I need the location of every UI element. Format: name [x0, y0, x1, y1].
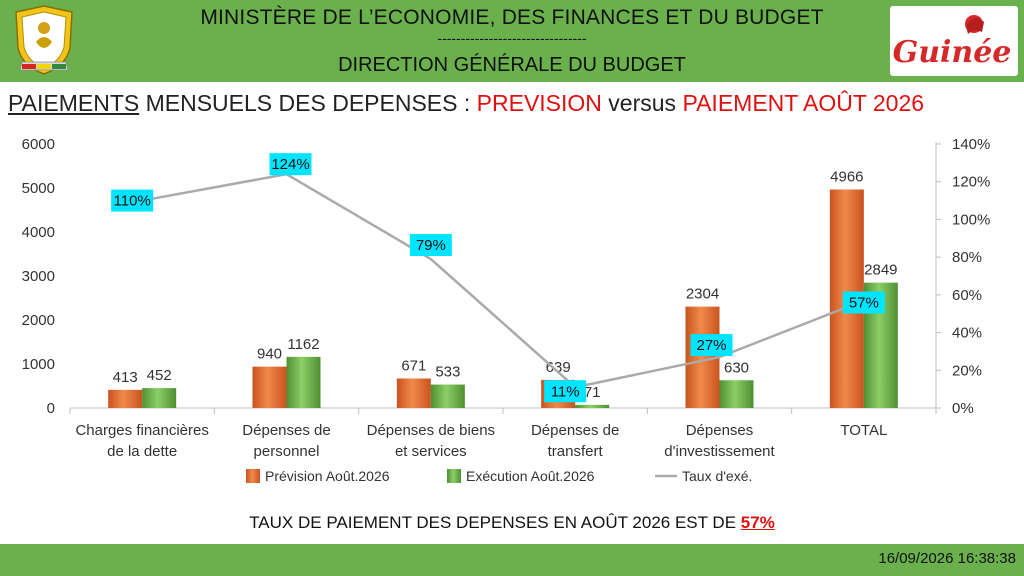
category-label: personnel [254, 443, 320, 460]
guinee-logo-icon: Guinée [893, 15, 1012, 70]
y-left-tick-label: 3000 [22, 268, 55, 285]
y-right-tick-label: 40% [952, 325, 982, 342]
payment-rate-message: TAUX DE PAIEMENT DES DEPENSES EN AOÛT 20… [0, 513, 1024, 533]
rate-label: 110% [114, 193, 151, 210]
y-right-tick-label: 80% [952, 249, 982, 266]
bar-execution [719, 380, 754, 408]
legend-rate-label: Taux d'exé. [682, 468, 752, 484]
rate-label: 79% [416, 237, 446, 254]
direction-title: DIRECTION GÉNÉRALE DU BUDGET [338, 54, 686, 76]
category-label: TOTAL [840, 422, 887, 439]
y-left-tick-label: 6000 [22, 136, 55, 153]
bar-execution [286, 356, 321, 408]
guinee-logo-text: Guinée [893, 35, 1012, 70]
bar-value-label: 639 [546, 359, 571, 376]
bar-value-label: 413 [113, 369, 138, 386]
title-part-payments: PAIEMENTS [8, 90, 140, 116]
bar-value-label: 452 [147, 367, 172, 384]
rate-label-box [690, 334, 733, 357]
bar-value-label: 71 [584, 384, 601, 401]
y-right-tick-label: 20% [952, 362, 982, 379]
bar-prevision [108, 389, 143, 408]
category-label: transfert [548, 443, 604, 460]
category-label: Dépenses [686, 422, 754, 439]
bar-value-label: 940 [257, 346, 282, 363]
bar-value-label: 2849 [864, 262, 897, 279]
ministry-title: MINISTÈRE DE L’ECONOMIE, DES FINANCES ET… [200, 6, 824, 29]
bar-value-label: 533 [435, 364, 460, 381]
title-part-payment-month: PAIEMENT AOÛT 2026 [682, 90, 925, 116]
legend-prevision-swatch [246, 469, 260, 483]
payment-rate-value: 57% [740, 513, 775, 532]
rate-label: 57% [849, 295, 879, 312]
title-part-monthly: MENSUELS DES DEPENSES : [139, 90, 477, 116]
legend-execution-label: Exécution Août.2026 [466, 468, 595, 484]
bar-execution [430, 384, 465, 408]
y-right-tick-label: 0% [952, 400, 974, 417]
bar-execution [575, 404, 610, 408]
category-label: Dépenses de [242, 422, 330, 439]
national-emblem-icon [15, 5, 73, 75]
y-left-tick-label: 0 [47, 400, 55, 417]
y-left-tick-label: 4000 [22, 224, 55, 241]
bar-execution [142, 388, 177, 408]
rate-label-box [111, 189, 154, 212]
guinee-logo: Guinée [890, 6, 1018, 76]
rate-line [141, 172, 865, 389]
category-label: Dépenses de biens [367, 422, 495, 439]
rate-label-box [269, 153, 312, 176]
bar-value-label: 671 [401, 357, 426, 374]
header-bar: MINISTÈRE DE L’ECONOMIE, DES FINANCES ET… [0, 0, 1024, 82]
bar-value-label: 630 [724, 359, 749, 376]
y-right-tick-label: 100% [952, 211, 990, 228]
bar-prevision [252, 366, 287, 408]
payment-rate-text: TAUX DE PAIEMENT DES DEPENSES EN AOÛT 20… [249, 513, 741, 532]
rate-label-box [409, 234, 452, 257]
bar-prevision [396, 378, 431, 408]
category-label: Dépenses de [531, 422, 619, 439]
bar-value-label: 2304 [686, 286, 719, 303]
category-label: de la dette [107, 443, 177, 460]
category-label: Charges financières [75, 422, 208, 439]
y-right-tick-label: 60% [952, 287, 982, 304]
bottom-bar: 16/09/2026 16:38:38 [0, 544, 1024, 576]
rate-label: 124% [271, 156, 309, 173]
page-title: PAIEMENTS MENSUELS DES DEPENSES : PREVIS… [8, 90, 924, 117]
title-part-forecast: PREVISION [476, 90, 602, 116]
category-label: d'investissement [664, 443, 775, 460]
rate-label-box [544, 380, 587, 403]
legend-prevision-label: Prévision Août.2026 [265, 468, 390, 484]
header-separator: -------------------------------- [437, 30, 587, 46]
rate-label-box [842, 291, 885, 314]
expenses-chart: 0 1000 2000 3000 4000 5000 6000 0% 20% 40% 60% 80% 1… [22, 136, 991, 484]
rate-label: 11% [551, 383, 580, 400]
y-left-tick-label: 2000 [22, 312, 55, 329]
bar-value-label: 1162 [287, 336, 319, 353]
rate-label: 27% [696, 337, 726, 354]
y-right-tick-label: 120% [952, 174, 990, 191]
category-label: et services [395, 443, 467, 460]
bar-value-label: 4966 [830, 168, 863, 185]
title-part-versus: versus [601, 90, 683, 116]
chart-plot-area: 0 1000 2000 3000 4000 5000 6000 0% 20% 40% 60% 80% 1… [22, 136, 991, 484]
y-left-tick-label: 5000 [22, 180, 55, 197]
legend-execution-swatch [447, 469, 461, 483]
y-left-tick-label: 1000 [22, 356, 55, 373]
y-right-tick-label: 140% [952, 136, 990, 153]
timestamp: 16/09/2026 16:38:38 [878, 550, 1016, 567]
